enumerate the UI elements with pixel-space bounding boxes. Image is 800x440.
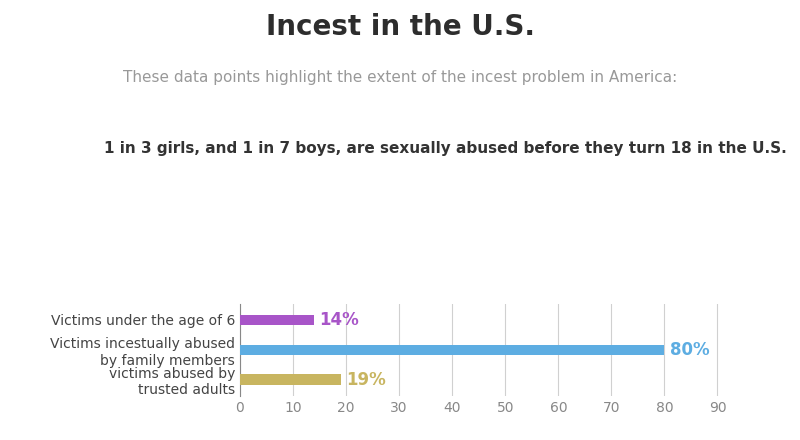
- Text: 1 in 3 girls, and 1 in 7 boys, are sexually abused before they turn 18 in the U.: 1 in 3 girls, and 1 in 7 boys, are sexua…: [104, 141, 786, 156]
- Text: Incest in the U.S.: Incest in the U.S.: [266, 13, 534, 41]
- Text: 19%: 19%: [346, 370, 386, 389]
- Text: These data points highlight the extent of the incest problem in America:: These data points highlight the extent o…: [123, 70, 677, 85]
- Bar: [240, 374, 341, 385]
- Text: 80%: 80%: [670, 341, 710, 359]
- Bar: [240, 315, 314, 325]
- Text: 14%: 14%: [319, 311, 359, 329]
- Bar: [240, 345, 665, 355]
